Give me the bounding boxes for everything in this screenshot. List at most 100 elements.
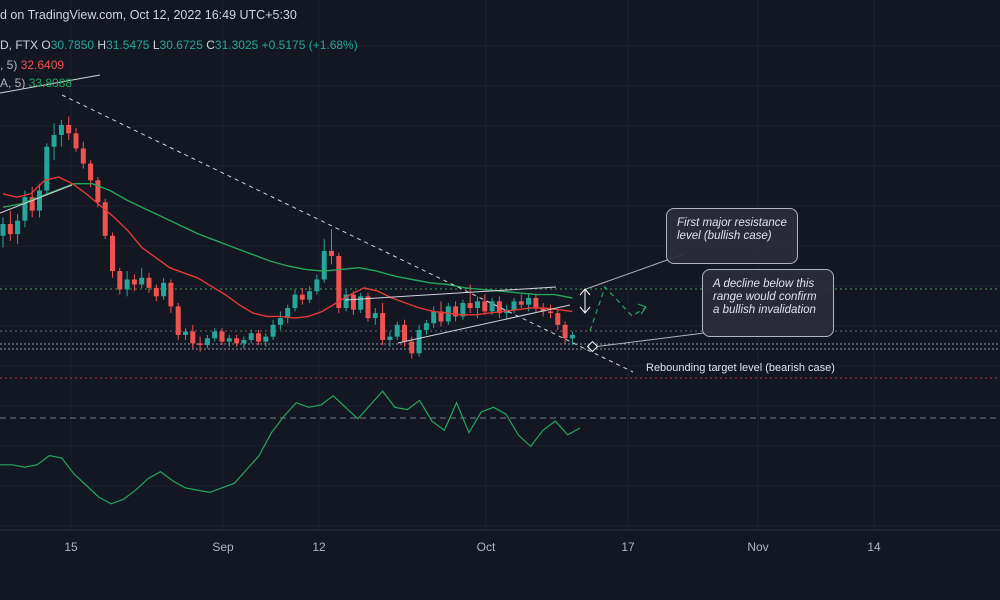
candle-body [88,163,94,181]
channel-line-upper [0,74,101,94]
candle-body [372,313,378,319]
candle-body [453,306,459,317]
ma-fast-legend[interactable]: , 5) 32.6409 [0,58,64,72]
candle [248,329,254,344]
candle [66,116,72,141]
callout-pointer-2 [592,331,713,348]
candle [445,303,451,325]
candle [533,294,539,314]
candle-body [482,301,488,312]
candle-body [0,224,6,236]
candle [489,297,495,315]
ma-slow-value: 33.8088 [28,76,73,90]
candle [161,277,167,300]
candle [343,289,349,312]
candle [212,328,218,342]
candle-body [66,124,72,134]
ma-slow-line [2,182,573,299]
candle [482,294,488,315]
candle-body [22,197,28,221]
candle-body [95,180,101,203]
projected-arrow-head [637,303,647,315]
candle-body [336,255,342,309]
candle [285,304,291,324]
candle [365,292,371,322]
high-label: H [97,38,107,52]
candle-body [460,303,466,317]
published-info: d on TradingView.com, Oct 12, 2022 16:49… [0,8,297,22]
candle-body [44,146,50,191]
candle-body [358,296,364,310]
ma-fast-line [2,176,573,319]
candle-body [569,334,575,339]
candle [270,319,276,340]
candle-body [526,297,532,305]
candle-body [285,308,291,319]
candle [131,274,137,292]
candle-body [416,329,422,354]
x-tick-label: Sep [212,540,234,554]
candle [73,128,79,152]
high-value: 31.5475 [106,38,150,52]
rsi-pane [0,390,1000,505]
candle [453,301,459,322]
candle [372,308,378,325]
candle [256,329,261,345]
low-label: L [152,38,160,52]
candle-body [161,282,167,297]
projected-path [589,285,646,332]
candle [380,303,386,345]
candle-body [73,133,79,149]
candle [204,334,210,349]
candle-body [139,277,145,285]
x-tick-label: 12 [312,540,326,554]
ma-slow-legend[interactable]: A, 5) 33.8088 [0,76,72,90]
candle-body [117,271,123,290]
candle-body [555,313,561,325]
candle [22,190,28,228]
candle-body [29,197,35,211]
candle [15,213,21,245]
candle [51,123,57,161]
candle-body [102,202,108,236]
ma-fast-value: 32.6409 [20,58,65,72]
candle-body [548,311,553,314]
candle [329,229,334,265]
candle [350,291,356,315]
candle-body [15,220,21,235]
candle-body [365,296,371,319]
candles [0,116,575,359]
candle-body [489,301,495,312]
candle-body [343,294,349,309]
candle [292,289,298,312]
candle [139,267,145,288]
candle [277,311,283,330]
range-arrow-head-bottom [579,306,591,314]
invalidation-callout[interactable]: A decline below this range would confirm… [702,269,834,337]
candle-body [467,303,473,309]
candle-body [402,324,407,342]
resistance-callout[interactable]: First major resistance level (bullish ca… [666,208,798,264]
candle-body [518,301,524,305]
candle-body [329,250,334,256]
chart-grid [0,0,1000,530]
x-axis: 15 Sep 12 Oct 17 Nov 14 [0,529,1000,554]
candle [124,271,130,297]
candle [102,198,108,240]
candle-body [58,124,64,135]
candle-body [321,250,327,280]
candle-body [445,306,451,322]
candle [358,292,364,314]
open-label: O [41,38,51,52]
candle [423,319,429,335]
target-marker [586,340,599,353]
candle-body [475,301,480,309]
candle-body [248,333,254,340]
candle [518,294,524,309]
candle-body [270,324,276,337]
candle-body [131,279,137,285]
candle [197,336,203,352]
candle-body [496,301,502,314]
candle-body [168,282,174,307]
